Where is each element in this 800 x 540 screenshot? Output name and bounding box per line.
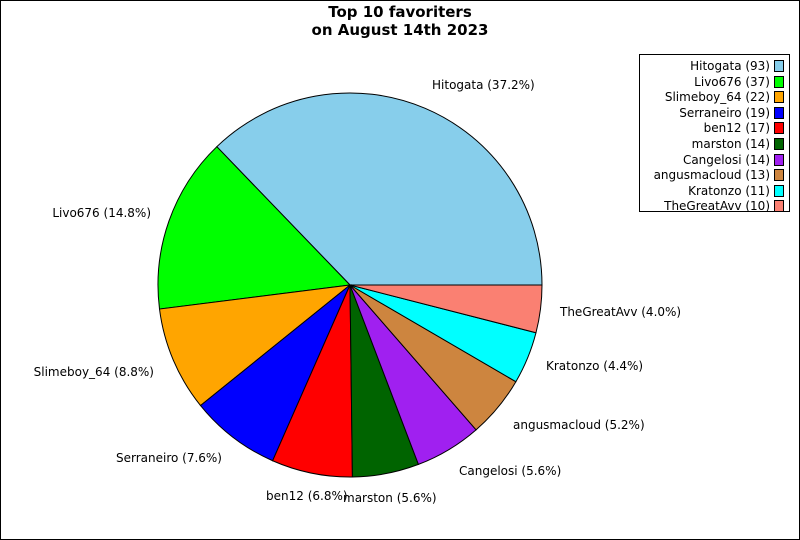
pie-slice-hitogata: [216, 92, 543, 286]
chart-title-line-2: on August 14th 2023: [311, 21, 489, 39]
pie-label-kratonzo: Kratonzo (4.4%): [546, 359, 643, 373]
legend-swatch: [774, 122, 784, 135]
legend-item-slimeboy-64: Slimeboy_64 (22): [665, 89, 784, 105]
legend-item-kratonzo: Kratonzo (11): [688, 183, 784, 199]
legend-swatch: [774, 60, 784, 72]
legend-label: marston (14): [691, 137, 770, 151]
pie-label-livo676: Livo676 (14.8%): [52, 206, 151, 220]
pie-label-angusmacloud: angusmacloud (5.2%): [513, 418, 645, 432]
legend-swatch: [774, 106, 784, 119]
pie-slices: [157, 92, 543, 478]
legend-swatch: [774, 200, 784, 213]
legend-item-thegreatavv: TheGreatAvv (10): [664, 198, 784, 214]
chart-title-line-1: Top 10 favoriters: [328, 3, 472, 21]
legend-swatch: [774, 91, 784, 104]
pie-label-cangelosi: Cangelosi (5.6%): [459, 464, 561, 478]
legend-label: angusmacloud (13): [653, 168, 770, 183]
pie-slice-slimeboy-64: [158, 284, 352, 407]
pie-label-marston: marston (5.6%): [343, 491, 437, 505]
legend-label: Cangelosi (14): [682, 152, 770, 167]
legend: Hitogata (93) Livo676 (37) Slimeboy_64 (22…: [639, 54, 790, 214]
pie-label-slimeboy-64: Slimeboy_64 (8.8%): [34, 365, 154, 379]
legend-item-hitogata: Hitogata (93): [690, 58, 784, 74]
legend-item-ben12: ben12 (17): [704, 120, 784, 136]
pie-label-hitogata: Hitogata (37.2%): [432, 78, 535, 92]
pie-labels: Hitogata (37.2%) Livo676 (14.8%) Slimeboy_…: [34, 78, 681, 505]
chart-title: Top 10 favoriters on August 14th 2023: [0, 3, 800, 39]
legend-label: Hitogata (93): [690, 59, 770, 73]
legend-swatch: [774, 138, 784, 150]
legend-label: Serraneiro (19): [679, 105, 770, 120]
legend-item-marston: marston (14): [692, 136, 784, 152]
legend-item-angusmacloud: angusmacloud (13): [654, 167, 784, 183]
pie-label-ben12: ben12 (6.8%): [266, 489, 348, 503]
legend-label: Livo676 (37): [694, 74, 770, 89]
legend-label: TheGreatAvv (10): [664, 199, 770, 214]
legend-label: Slimeboy_64 (22): [664, 90, 770, 105]
legend-label: Kratonzo (11): [688, 183, 770, 198]
legend-item-cangelosi: Cangelosi (14): [683, 152, 784, 168]
legend-item-livo676: Livo676 (37): [694, 74, 784, 90]
legend-label: ben12 (17): [703, 121, 770, 136]
pie-label-serraneiro: Serraneiro (7.6%): [116, 451, 222, 465]
legend-swatch: [774, 153, 784, 166]
pie-label-thegreatavv: TheGreatAvv (4.0%): [559, 305, 681, 319]
legend-item-serraneiro: Serraneiro (19): [679, 105, 784, 121]
legend-swatch: [774, 75, 784, 88]
pie-slice-thegreatavv: [349, 284, 543, 334]
legend-swatch: [774, 169, 784, 182]
pie-slice-livo676: [157, 145, 352, 310]
legend-swatch: [774, 184, 784, 197]
